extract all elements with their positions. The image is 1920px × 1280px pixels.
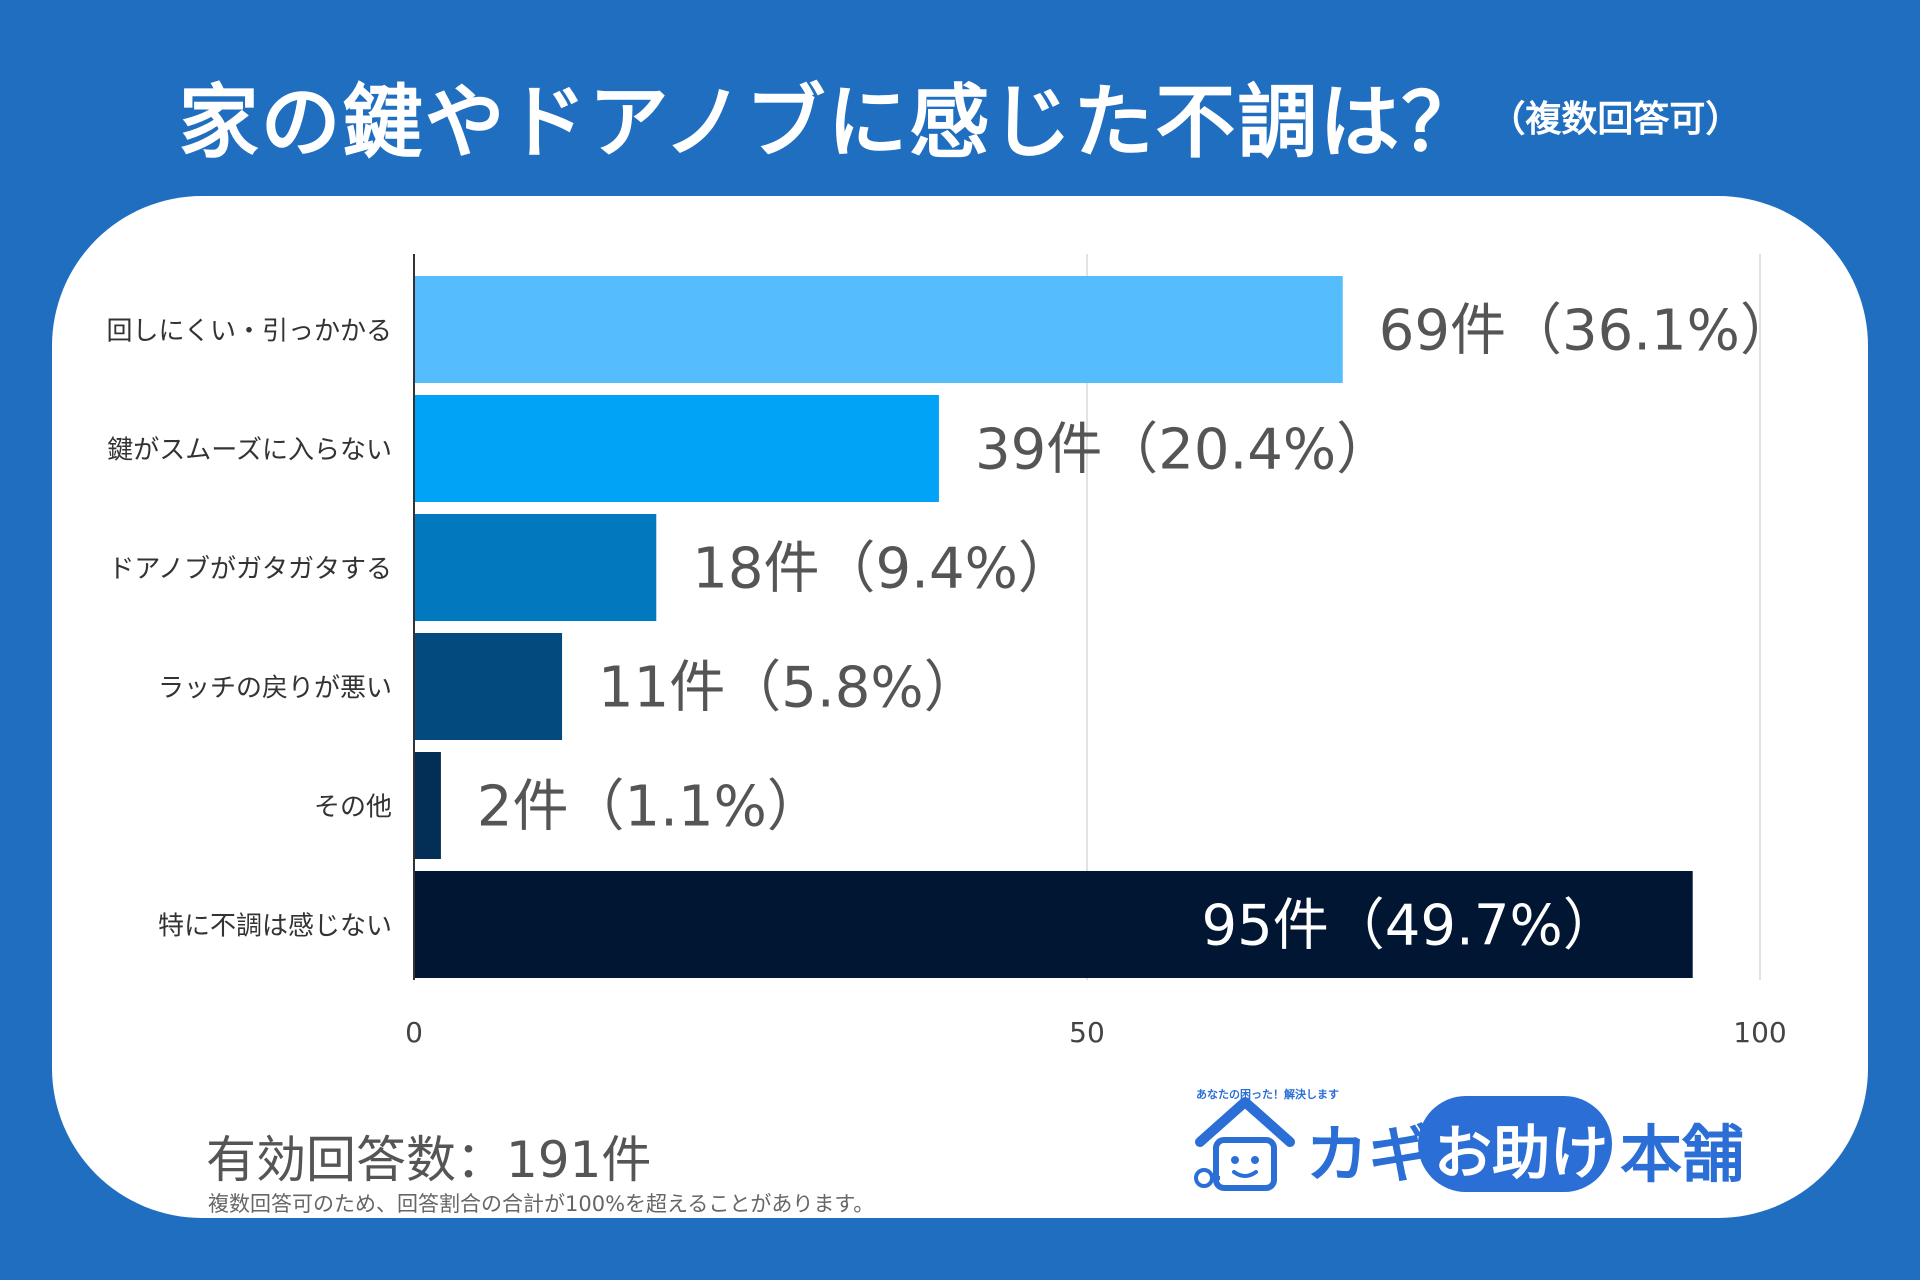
bar <box>414 871 1693 978</box>
data-label: 69件（36.1%） <box>1379 299 1796 364</box>
title-subtitle: （複数回答可） <box>1489 99 1742 140</box>
bar <box>414 514 657 621</box>
bar-chart: 0 50 100 回しにくい・引っかかる 69件（36.1%） 鍵がスムーズに入らない 39… <box>107 254 1796 1049</box>
footnote: 複数回答可のため、回答割合の合計が100%を超えることがあります。 <box>208 1192 875 1216</box>
category-label: その他 <box>314 793 392 823</box>
logo-tagline: あなたの困った！解決します <box>1196 1088 1339 1101</box>
category-label: 鍵がスムーズに入らない <box>107 436 392 466</box>
chart-panel: 0 50 100 回しにくい・引っかかる 69件（36.1%） 鍵がスムーズに入らない 39… <box>52 196 1868 1218</box>
company-logo: あなたの困った！解決します カギ お助け 本舗 <box>1190 1088 1750 1200</box>
chart-title: 家の鍵やドアノブに感じた不調は？ （複数回答可） <box>0 58 1920 174</box>
x-tick-label: 100 <box>1733 1016 1786 1049</box>
title-main: 家の鍵やドアノブに感じた不調は？ <box>178 76 1484 169</box>
category-label: 回しにくい・引っかかる <box>107 317 392 347</box>
logo-kagi-text: カギ <box>1306 1118 1431 1191</box>
logo-honpo-text: 本舗 <box>1620 1118 1745 1191</box>
x-tick-label: 50 <box>1069 1016 1105 1049</box>
bar <box>414 752 441 859</box>
house-key-icon <box>1194 1097 1295 1191</box>
data-label: 11件（5.8%） <box>598 656 980 721</box>
respondent-count: 有効回答数：191件 <box>206 1131 652 1189</box>
category-label: 特に不調は感じない <box>158 912 392 942</box>
category-label: ラッチの戻りが悪い <box>158 674 392 704</box>
bar <box>414 633 563 740</box>
data-label: 95件（49.7%） <box>1202 894 1619 959</box>
x-tick-label: 0 <box>405 1016 423 1049</box>
category-label: ドアノブがガタガタする <box>108 555 392 585</box>
bar <box>414 395 939 502</box>
data-label: 2件（1.1%） <box>477 775 823 840</box>
logo-otasuke-text: お助け <box>1434 1119 1609 1187</box>
logo-pill <box>1418 1096 1612 1192</box>
data-label: 18件（9.4%） <box>692 537 1074 602</box>
data-label: 39件（20.4%） <box>975 418 1392 483</box>
bar <box>414 276 1343 383</box>
